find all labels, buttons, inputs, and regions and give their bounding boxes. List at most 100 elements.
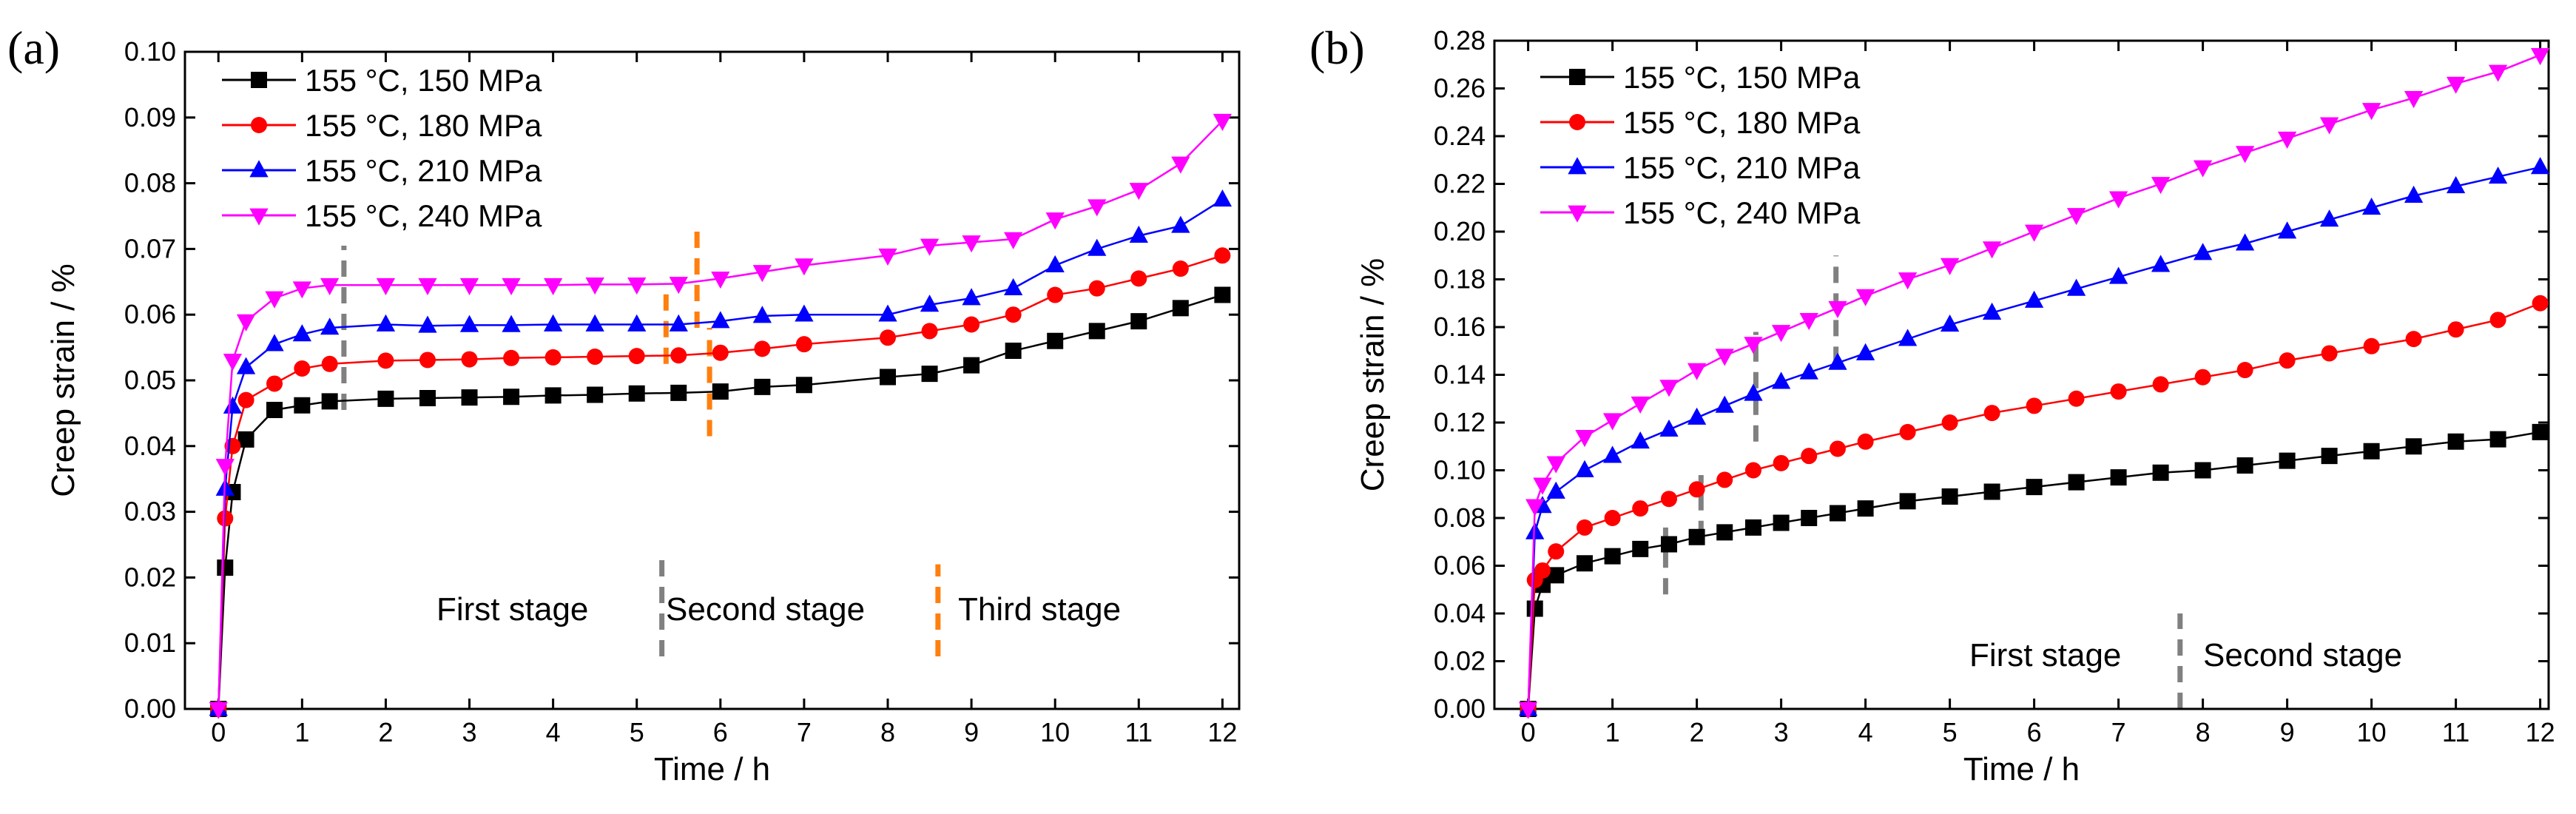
data-point xyxy=(1548,567,1565,584)
data-point xyxy=(1829,440,1846,457)
data-point xyxy=(292,324,311,342)
panel-a-plot-area: 0 1 2 3 4 5 6 7 8 9 10 11 120.000.010.020.030.040.05… xyxy=(45,36,1241,787)
x-tick-label: 8 xyxy=(880,717,895,747)
y-tick-label: 0.07 xyxy=(124,233,176,263)
data-point xyxy=(1172,300,1189,317)
data-point xyxy=(1801,448,1818,465)
legend-marker xyxy=(1569,114,1585,130)
data-point xyxy=(2405,438,2422,455)
data-point xyxy=(237,391,254,408)
y-tick-label: 0.28 xyxy=(1434,25,1486,56)
plot-frame xyxy=(1493,39,2550,710)
data-point xyxy=(2319,209,2339,227)
data-point xyxy=(1047,286,1064,303)
data-point xyxy=(1982,302,2002,320)
x-tick-label: 10 xyxy=(1040,717,1070,747)
legend-label: 155 °C, 150 MPa xyxy=(305,63,542,98)
data-point xyxy=(1687,363,1707,380)
data-point xyxy=(1857,433,1874,450)
data-point xyxy=(1801,510,1818,526)
data-point xyxy=(2530,157,2550,175)
data-point xyxy=(921,323,938,340)
y-tick-label: 0.09 xyxy=(124,102,176,132)
data-point xyxy=(2404,91,2424,109)
data-point xyxy=(376,314,396,332)
data-point xyxy=(2489,312,2506,329)
panel-a-second-stage-label: Second stage xyxy=(666,591,865,628)
data-point xyxy=(2110,383,2127,400)
legend-marker xyxy=(251,72,267,88)
data-point xyxy=(294,360,311,377)
data-point xyxy=(752,306,772,323)
data-point xyxy=(795,304,814,322)
y-tick-label: 0.26 xyxy=(1434,73,1486,104)
data-point xyxy=(2068,390,2085,407)
data-point xyxy=(2530,48,2550,66)
x-axis-title: Time / h xyxy=(1963,751,2080,787)
data-point xyxy=(1576,519,1593,536)
x-tick-label: 9 xyxy=(964,717,979,747)
data-point xyxy=(2152,376,2169,393)
y-tick-label: 0.20 xyxy=(1434,216,1486,246)
x-tick-label: 5 xyxy=(1943,717,1958,747)
data-point xyxy=(1602,413,1622,431)
panel-a-third-stage-label: Third stage xyxy=(958,591,1121,628)
x-tick-label: 12 xyxy=(1207,717,1237,747)
data-point xyxy=(962,235,981,253)
data-point xyxy=(294,397,311,414)
data-point xyxy=(1213,113,1233,131)
data-point xyxy=(1003,232,1023,249)
data-point xyxy=(2321,345,2338,362)
data-point xyxy=(209,702,228,719)
data-point xyxy=(1898,272,1918,290)
data-point xyxy=(1172,260,1189,278)
panel-a-label: (a) xyxy=(7,21,60,74)
x-tick-label: 3 xyxy=(462,717,477,747)
data-point xyxy=(585,314,604,332)
data-point xyxy=(754,340,771,357)
data-point xyxy=(587,349,604,366)
x-tick-label: 10 xyxy=(2357,717,2387,747)
data-point xyxy=(627,278,647,295)
data-point xyxy=(711,272,730,289)
y-tick-label: 0.02 xyxy=(1434,646,1486,676)
data-point xyxy=(795,336,812,353)
data-point xyxy=(2110,469,2127,486)
data-point xyxy=(236,357,256,374)
data-point xyxy=(1855,343,1875,360)
data-point xyxy=(1660,491,1677,508)
y-tick-label: 0.06 xyxy=(1434,551,1486,581)
data-point xyxy=(1129,183,1148,201)
data-point xyxy=(920,238,940,256)
data-point xyxy=(377,352,394,369)
data-point xyxy=(1005,343,1022,360)
data-point xyxy=(321,393,338,410)
legend-label: 155 °C, 210 MPa xyxy=(305,153,542,188)
data-point xyxy=(1660,536,1677,553)
data-point xyxy=(669,314,688,332)
data-point xyxy=(2108,191,2128,209)
data-point xyxy=(628,348,645,365)
data-point xyxy=(223,396,243,414)
data-point xyxy=(1716,524,1733,541)
data-point xyxy=(1213,189,1233,207)
data-point xyxy=(502,278,521,295)
data-point xyxy=(921,366,938,383)
data-point xyxy=(543,314,563,332)
data-point xyxy=(1744,519,1761,536)
data-point xyxy=(1632,500,1649,517)
data-point xyxy=(502,314,521,332)
data-point xyxy=(1799,312,1818,331)
legend-marker xyxy=(249,208,269,226)
data-point xyxy=(236,314,256,332)
y-tick-label: 0.10 xyxy=(124,36,176,67)
data-point xyxy=(1171,156,1190,174)
data-point xyxy=(711,311,730,329)
y-tick-label: 0.18 xyxy=(1434,264,1486,295)
data-point xyxy=(1214,286,1231,303)
data-point xyxy=(2194,369,2211,386)
y-tick-label: 0.22 xyxy=(1434,169,1486,199)
data-point xyxy=(795,258,814,276)
legend-label: 155 °C, 210 MPa xyxy=(1623,150,1861,185)
data-point xyxy=(461,389,478,406)
